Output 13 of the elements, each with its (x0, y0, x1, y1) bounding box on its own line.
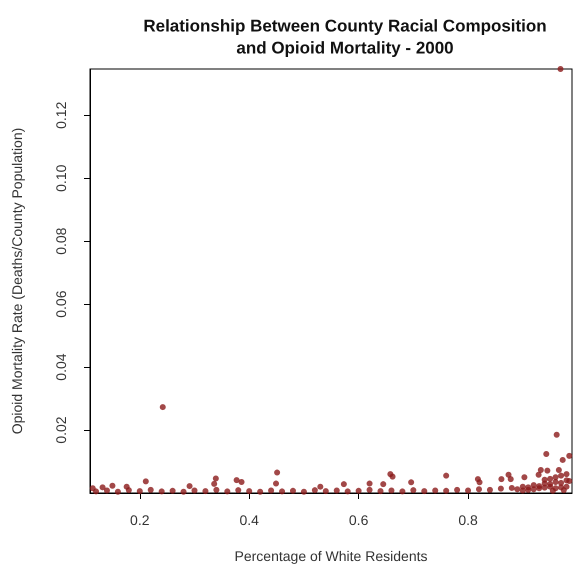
x-tick-label: 0.2 (130, 512, 150, 528)
chart-title: Relationship Between County Racial Composition and Opioid Mortality - 2000 (143, 16, 547, 58)
y-tick-label: 0.06 (53, 290, 69, 318)
x-axis-title: Percentage of White Residents (234, 548, 428, 564)
y-axis-title: Opioid Mortality Rate (Deaths/County Population) (9, 128, 25, 434)
x-tick-label: 0.4 (239, 512, 260, 528)
y-tick-label: 0.08 (53, 227, 69, 255)
y-tick-label: 0.04 (53, 353, 69, 381)
x-tick-label: 0.8 (458, 512, 478, 528)
y-tick-label: 0.12 (53, 101, 69, 129)
x-tick-label: 0.6 (348, 512, 369, 528)
y-tick-label: 0.02 (53, 416, 69, 444)
y-tick-label: 0.10 (53, 164, 69, 192)
